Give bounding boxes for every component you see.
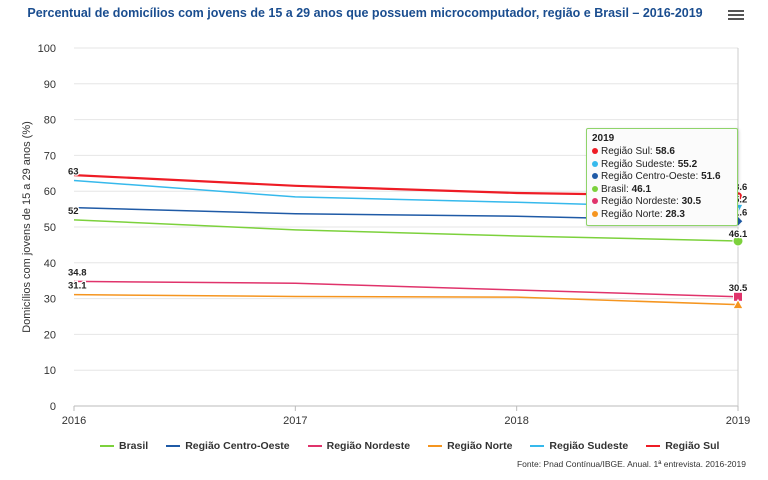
tooltip-row: Região Centro-Oeste: 51.6 <box>592 171 732 184</box>
legend-item[interactable]: Região Sul <box>646 440 719 452</box>
legend-item[interactable]: Região Norte <box>428 440 512 452</box>
tooltip-label: Brasil: <box>601 183 632 195</box>
tooltip-value: 28.3 <box>665 208 685 220</box>
legend-item[interactable]: Brasil <box>100 440 148 452</box>
legend-line-icon <box>307 445 322 447</box>
data-label: 52 <box>68 206 79 217</box>
tooltip-value: 30.5 <box>681 196 702 207</box>
series-line[interactable] <box>73 293 739 306</box>
legend-label: Região Norte <box>447 440 513 452</box>
tooltip-dot-icon <box>592 185 598 192</box>
tooltip-row: Região Sul: 58.6 <box>592 146 732 159</box>
y-tick-label: 30 <box>44 294 56 306</box>
tooltip-year: 2019 <box>592 133 615 144</box>
x-tick-label: 2017 <box>283 415 307 427</box>
source-note: Fonte: Pnad Contínua/IBGE. Anual. 1ª ent… <box>516 459 746 469</box>
tooltip-dot-icon <box>592 160 598 167</box>
legend-line-icon <box>166 445 181 447</box>
legend-label: Região Centro-Oeste <box>185 440 290 452</box>
legend-line-icon <box>530 445 545 447</box>
tooltip-row: Região Norte: 28.3 <box>592 209 732 222</box>
x-tick-label: 2018 <box>504 415 528 427</box>
data-label: 46.1 <box>729 229 748 240</box>
tooltip-value: 51.6 <box>701 171 721 182</box>
tooltip-dot-icon <box>592 198 598 204</box>
menu-icon[interactable] <box>728 8 744 22</box>
legend-line-icon <box>428 445 443 447</box>
legend-label: Região Sul <box>665 440 720 452</box>
y-tick-label: 20 <box>44 329 56 341</box>
data-label: 30.5 <box>729 283 748 294</box>
data-label: 63 <box>68 166 79 177</box>
tooltip-dot-icon <box>592 173 598 179</box>
tooltip-label: Região Norte: <box>601 208 666 220</box>
tooltip-label: Região Sul: <box>601 146 656 157</box>
legend-item[interactable]: Região Nordeste <box>307 440 411 452</box>
series-line[interactable] <box>73 219 739 242</box>
tooltip: 2019 Região Sul: 58.6 Região Sudeste: 55.… <box>586 128 738 226</box>
y-tick-label: 40 <box>44 258 56 270</box>
tooltip-dot-icon <box>592 210 598 217</box>
x-tick-label: 2016 <box>62 415 86 427</box>
legend-line-icon <box>100 445 114 447</box>
x-tick-label: 2019 <box>726 415 750 427</box>
tooltip-label: Região Sudeste: <box>601 158 678 170</box>
y-tick-label: 100 <box>38 43 56 55</box>
legend-line-icon <box>646 445 661 447</box>
tooltip-label: Região Nordeste: <box>601 196 682 207</box>
y-tick-label: 60 <box>44 186 56 198</box>
legend-label: Região Nordeste <box>326 440 411 452</box>
data-point[interactable] <box>732 235 744 247</box>
legend-label: Região Sudeste <box>549 440 629 452</box>
y-tick-label: 50 <box>44 222 56 234</box>
y-tick-label: 70 <box>44 150 56 162</box>
tooltip-value: 58.6 <box>655 146 675 157</box>
y-tick-label: 10 <box>44 365 56 377</box>
legend-label: Brasil <box>119 440 149 452</box>
series-line[interactable] <box>73 280 739 298</box>
tooltip-row: Região Sudeste: 55.2 <box>592 159 732 172</box>
y-axis-label: Domicílios com jovens de 15 a 29 anos (%… <box>21 121 33 333</box>
legend-item[interactable]: Região Sudeste <box>530 440 628 452</box>
y-tick-label: 0 <box>50 401 56 413</box>
y-tick-label: 90 <box>44 79 56 91</box>
legend: Brasil Região Centro-Oeste Região Nordeste… <box>100 440 719 452</box>
line-chart: 0 10 20 30 40 50 60 70 80 90 100 2016 2017 2018 2019 Do… <box>21 43 750 427</box>
data-point[interactable] <box>732 298 744 310</box>
tooltip-label: Região Centro-Oeste: <box>601 171 702 182</box>
tooltip-dot-icon <box>592 148 598 154</box>
data-label: 34.8 <box>68 267 87 278</box>
y-tick-label: 80 <box>44 115 56 127</box>
tooltip-row: Região Nordeste: 30.5 <box>592 196 732 209</box>
tooltip-row: Brasil: 46.1 <box>592 184 732 197</box>
tooltip-value: 46.1 <box>631 183 652 195</box>
data-label: 31.1 <box>68 281 87 292</box>
legend-item[interactable]: Região Centro-Oeste <box>166 440 290 452</box>
tooltip-value: 55.2 <box>677 158 698 170</box>
chart-title: Percentual de domicílios com jovens de 1… <box>27 6 703 20</box>
